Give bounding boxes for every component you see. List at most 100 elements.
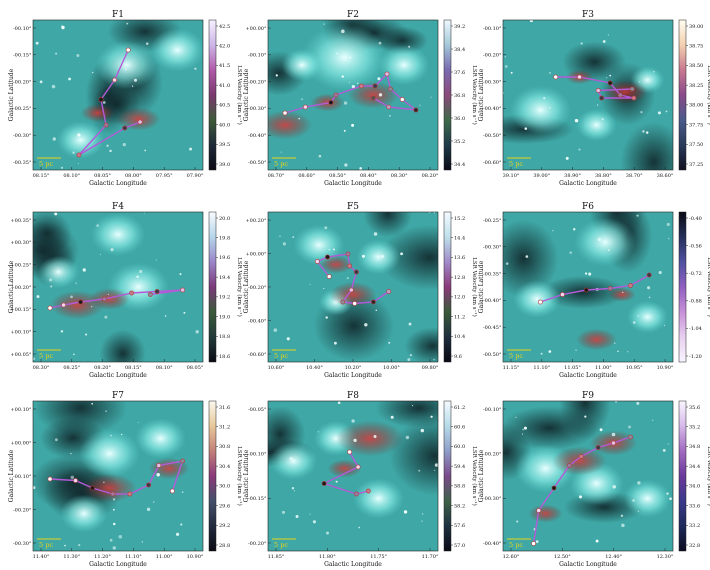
star	[325, 316, 328, 319]
star	[282, 242, 286, 246]
velocity-node	[628, 283, 633, 288]
velocity-node	[365, 488, 371, 494]
colorbar-tick-label: 32.8	[689, 543, 700, 549]
colorbar-label: LSR Velocity (km s⁻¹)	[471, 257, 478, 317]
y-tick-label: +00.35°	[10, 218, 32, 224]
colorbar-tick-label: 39.5	[219, 142, 230, 148]
x-tick-label: 11.10°	[533, 365, 550, 371]
star	[68, 77, 71, 81]
colorbar-tick-label: 37.50	[689, 142, 703, 148]
colorbar-tick-label: 38.25	[689, 83, 703, 89]
scale-bar-label: 5 pc	[274, 352, 288, 360]
star	[50, 285, 53, 288]
star	[91, 305, 93, 308]
colorbar	[443, 211, 452, 363]
star	[182, 491, 184, 493]
star	[112, 546, 116, 550]
colorbar-tick-label: 38.50	[689, 63, 703, 69]
star	[118, 534, 123, 539]
star	[578, 148, 581, 151]
red-dust	[327, 459, 362, 478]
star	[361, 254, 365, 258]
y-axis-label: Galactic Latitude	[478, 260, 485, 313]
star	[614, 401, 618, 403]
velocity-node	[629, 86, 635, 92]
velocity-node	[325, 254, 330, 260]
star	[430, 415, 433, 418]
colorbar-tick-label: 60.6	[454, 425, 465, 431]
x-tick-label: 38.80°	[595, 173, 612, 179]
x-axis-label: Galactic Longitude	[559, 372, 617, 379]
star	[523, 426, 527, 430]
x-tick-label: 11.00°	[595, 365, 612, 371]
colorbar-tick-label: 38.75	[689, 44, 703, 50]
dark-cloud	[378, 224, 438, 291]
bright-nebula	[627, 300, 668, 334]
star	[632, 499, 635, 502]
x-tick-label: 11.10°	[125, 554, 142, 560]
y-tick-label: -00.30°	[483, 496, 502, 502]
colorbar-tick-label: 61.2	[454, 405, 465, 411]
colorbar-tick-label: 18.6	[219, 354, 230, 360]
colorbar-tick-label: -1.04	[689, 326, 702, 332]
y-tick-label: -00.40°	[483, 298, 502, 304]
colorbar-tick-label: 20.0	[219, 216, 230, 222]
star	[112, 522, 116, 526]
bright-nebula	[150, 28, 203, 72]
star	[648, 296, 651, 299]
star	[51, 84, 56, 89]
velocity-node	[551, 485, 557, 491]
y-tick-label: -00.40°	[248, 133, 267, 139]
velocity-node	[102, 296, 107, 302]
y-tick-label: -00.05°	[248, 407, 267, 413]
bright-nebula	[623, 479, 672, 518]
red-dust	[552, 446, 607, 476]
dark-cloud	[404, 327, 438, 362]
y-axis-label: Galactic Latitude	[243, 260, 250, 313]
colorbar-tick-label: 35.6	[689, 405, 700, 411]
x-tick-label: 08.05°	[187, 365, 204, 371]
star	[102, 101, 106, 104]
colorbar-tick-label: 37.75	[689, 122, 703, 128]
star	[620, 514, 624, 517]
colorbar-tick-label: 35.2	[689, 425, 700, 431]
star	[156, 473, 160, 477]
bright-nebula	[378, 44, 430, 86]
x-tick-label: 11.80°	[319, 554, 336, 560]
star	[642, 130, 645, 133]
colorbar-tick-label: 30.0	[219, 484, 230, 490]
colorbar-tick-label: 34.4	[689, 464, 700, 470]
colorbar-tick-label: 19.2	[219, 295, 230, 301]
velocity-node	[282, 110, 288, 116]
x-tick-label: 08.05°	[94, 173, 111, 179]
bright-nebula	[356, 239, 401, 275]
filament-path	[284, 72, 419, 114]
star	[409, 354, 412, 357]
star	[378, 93, 383, 97]
bright-nebula	[509, 85, 571, 135]
y-tick-label: -00.20°	[13, 507, 32, 513]
star	[636, 214, 639, 217]
velocity-node	[577, 74, 582, 80]
star	[529, 20, 534, 23]
star	[612, 485, 616, 489]
panel-title: F4	[112, 202, 124, 212]
colorbar-tick-label: 40.5	[219, 103, 230, 109]
star	[136, 275, 139, 278]
star	[33, 486, 36, 490]
star	[35, 41, 39, 45]
x-tick-label: 11.85°	[268, 554, 285, 560]
x-tick-label: 12.60°	[503, 554, 520, 560]
star	[599, 428, 603, 432]
star	[106, 144, 109, 147]
colorbar-tick-label: 19.8	[219, 236, 230, 242]
star	[617, 350, 619, 353]
bright-nebula	[302, 23, 387, 92]
red-dust	[347, 81, 399, 109]
nebula-image: 5 pc	[503, 401, 673, 551]
star	[662, 449, 666, 452]
star	[433, 358, 435, 361]
panel-title: F9	[582, 391, 594, 401]
y-tick-label: -00.15°	[13, 53, 32, 59]
velocity-node	[169, 488, 175, 494]
